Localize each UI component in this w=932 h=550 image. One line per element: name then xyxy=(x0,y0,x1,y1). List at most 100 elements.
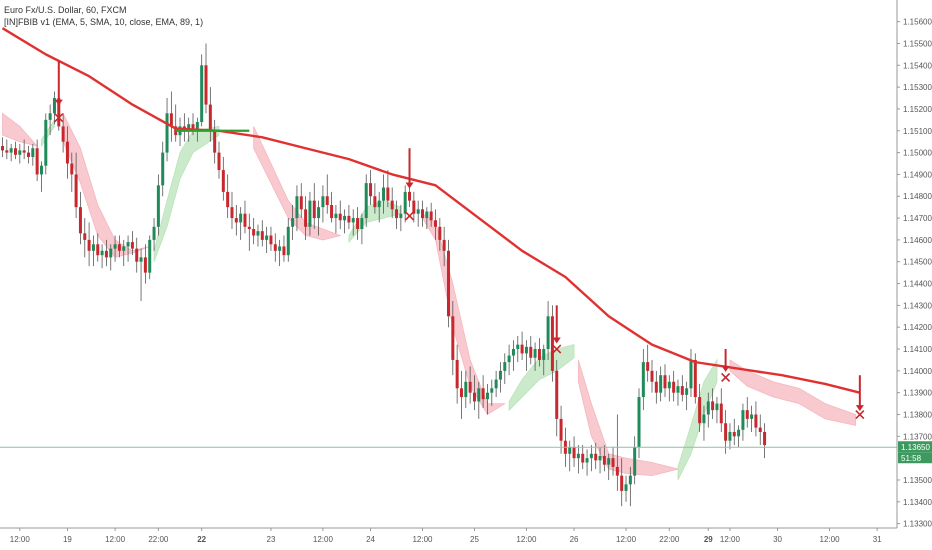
candle-body xyxy=(589,453,593,459)
candle xyxy=(312,183,316,229)
candle-body xyxy=(572,447,576,459)
candle xyxy=(308,191,312,236)
candle xyxy=(39,161,43,192)
candle-body xyxy=(312,200,316,219)
candle-body xyxy=(399,213,403,219)
x-tick-label: 22:00 xyxy=(148,535,169,544)
candle xyxy=(464,370,468,408)
symbol-title: Euro Fx/U.S. Dollar, 60, FXCM xyxy=(4,5,127,15)
candle xyxy=(468,366,472,404)
candle-body xyxy=(247,226,251,229)
candle xyxy=(70,152,74,192)
candle xyxy=(728,423,732,450)
candle-body xyxy=(741,410,745,430)
candle xyxy=(83,218,87,258)
candle-body xyxy=(165,113,169,153)
x-tick-label: 22:00 xyxy=(659,535,680,544)
candle-body xyxy=(585,458,589,463)
candle-body xyxy=(624,484,628,491)
candle xyxy=(516,335,520,363)
candle-body xyxy=(464,381,468,398)
candle xyxy=(208,87,212,142)
candle-body xyxy=(364,183,368,219)
candle xyxy=(130,231,134,256)
y-tick-label: 1.14000 xyxy=(903,367,932,376)
candle-body xyxy=(550,316,554,371)
candle-body xyxy=(100,250,104,256)
candle xyxy=(104,239,108,267)
candle-body xyxy=(434,220,437,227)
y-tick-label: 1.14400 xyxy=(903,280,932,289)
y-tick-label: 1.14900 xyxy=(903,170,932,179)
candle-body xyxy=(607,458,611,465)
candle-body xyxy=(663,375,667,389)
candle-body xyxy=(48,113,52,120)
candle-body xyxy=(78,207,82,234)
signal-cross xyxy=(855,409,865,420)
candle-body xyxy=(113,244,117,249)
x-tick-label: 25 xyxy=(470,535,479,544)
y-tick-label: 1.15100 xyxy=(903,127,932,136)
x-tick-label: 31 xyxy=(873,535,882,544)
y-tick-label: 1.14600 xyxy=(903,236,932,245)
candle-body xyxy=(5,150,9,153)
x-tick-label: 30 xyxy=(773,535,782,544)
candle-body xyxy=(104,250,108,258)
candle xyxy=(607,453,611,480)
candle xyxy=(182,113,186,142)
candle xyxy=(247,213,251,251)
candle xyxy=(490,379,494,406)
candle-body xyxy=(680,386,684,395)
candle xyxy=(282,235,286,262)
signal-arrow-head xyxy=(405,182,414,189)
y-tick-label: 1.15500 xyxy=(903,39,932,48)
candle xyxy=(546,301,550,360)
candle xyxy=(382,174,386,214)
sell-signal xyxy=(721,349,731,382)
candle xyxy=(18,143,22,164)
candle-body xyxy=(490,388,494,393)
candle xyxy=(161,141,165,197)
candle-body xyxy=(477,388,481,402)
candle-body xyxy=(676,386,680,393)
candle xyxy=(52,91,56,125)
candle xyxy=(286,218,290,262)
candle-body xyxy=(18,150,22,155)
signal-arrow-head xyxy=(54,99,63,106)
candle-body xyxy=(537,349,541,360)
candle-body xyxy=(87,239,91,251)
candle xyxy=(35,139,39,181)
candle xyxy=(343,209,347,234)
candle xyxy=(624,475,628,502)
candle xyxy=(472,375,476,411)
y-tick-label: 1.15000 xyxy=(903,149,932,158)
candle-body xyxy=(187,124,191,131)
candle xyxy=(503,353,507,384)
candle-body xyxy=(234,218,238,223)
candle-body xyxy=(689,359,693,389)
candle xyxy=(589,445,593,472)
candle xyxy=(1,137,4,157)
candle-body xyxy=(706,401,710,415)
sell-signal xyxy=(54,60,64,123)
countdown-badge xyxy=(898,452,932,464)
signal-cross xyxy=(404,211,415,221)
candle-body xyxy=(386,187,390,201)
candle xyxy=(299,183,303,219)
candle-body xyxy=(702,414,706,424)
candle xyxy=(152,218,156,251)
countdown-label: 51:58 xyxy=(901,454,922,463)
x-tick-label: 12:00 xyxy=(313,535,334,544)
candle-body xyxy=(594,453,598,461)
candle-body xyxy=(472,392,476,402)
candle xyxy=(113,235,117,262)
candle-body xyxy=(602,455,606,465)
candle xyxy=(650,359,654,393)
candle xyxy=(568,440,572,472)
candle-body xyxy=(156,185,160,227)
candle-body xyxy=(728,431,732,441)
candle-body xyxy=(130,242,134,249)
